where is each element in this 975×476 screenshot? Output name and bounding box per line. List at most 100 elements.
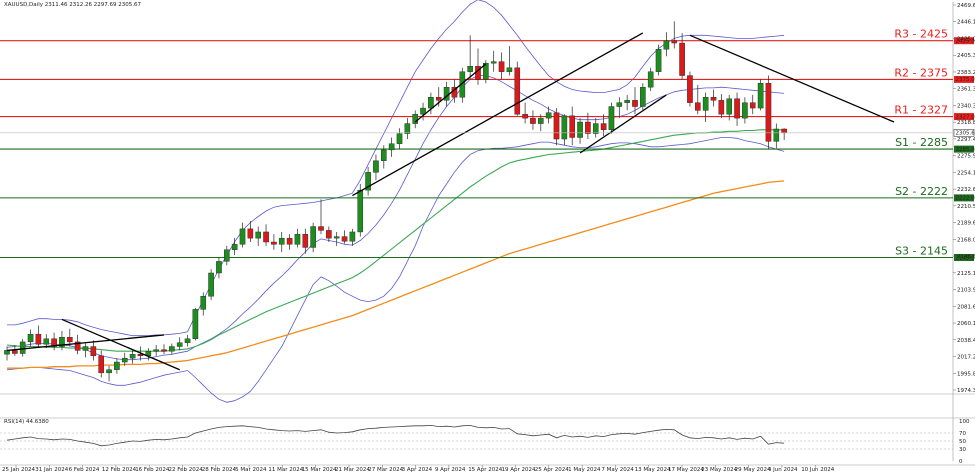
main-panel — [0, 2, 975, 466]
date-tick-label: 9 Apr 2024 — [435, 467, 466, 473]
candle-body — [435, 97, 442, 101]
trendline-1 — [61, 318, 180, 371]
level-axis-tag-0 — [954, 37, 974, 45]
price-tick-label: 2189.60 — [957, 221, 975, 227]
candle-body — [294, 234, 301, 245]
date-tick-label: 10 Jun 2024 — [801, 467, 835, 473]
candle-body — [121, 357, 128, 363]
date-tick-label: 25 Apr 2024 — [535, 467, 570, 473]
rsi-line — [6, 424, 785, 447]
candle-body — [624, 100, 630, 103]
date-tick-label: 3 Apr 2024 — [402, 467, 433, 473]
rsi-tick-label: 0 — [959, 459, 963, 465]
rsi-tick-label: 30 — [959, 447, 966, 453]
candle-body — [428, 97, 434, 109]
bollinger-bands — [6, 0, 785, 403]
candle-body — [59, 337, 65, 347]
candle-body — [404, 123, 411, 134]
candle-body — [553, 112, 560, 140]
candle-body — [514, 67, 521, 115]
candle-body — [263, 231, 269, 243]
price-tick-label: 2275.95 — [957, 154, 975, 160]
candle-body — [27, 333, 34, 343]
candle-body — [90, 346, 97, 357]
candle-body — [169, 346, 175, 352]
price-tick-label: 2254.15 — [957, 170, 975, 176]
rsi-tick-label: 50 — [959, 439, 966, 445]
level-axis-label-2: 2327.00 — [956, 114, 975, 120]
level-label-1: R2 - 2375 — [894, 66, 948, 79]
candle-body — [302, 234, 309, 248]
candle-body — [459, 71, 466, 98]
level-axis-tag-5 — [954, 254, 974, 262]
candle-body — [388, 143, 395, 151]
candle-body — [498, 61, 505, 72]
candle-body — [114, 361, 120, 370]
current-price-tag — [953, 129, 975, 137]
candle-body — [192, 309, 199, 340]
price-axis: 2425.00 2375.00 2327.00 2285.00 2222.00 2145.… — [0, 3, 975, 394]
candle-body — [106, 369, 112, 374]
date-tick-label: 15 Apr 2024 — [468, 467, 503, 473]
price-tick-label: 2425.00 — [957, 36, 975, 42]
bollinger-lower-line — [6, 137, 785, 403]
candle-body — [208, 272, 214, 297]
candle-body — [66, 337, 73, 343]
candle-body — [467, 66, 473, 72]
price-tick-label: 2446.10 — [957, 20, 975, 26]
date-tick-label: 7 May 2024 — [601, 467, 634, 473]
date-tick-label: 25 Jan 2024 — [2, 467, 35, 473]
price-tick-label: 2081.60 — [957, 304, 975, 310]
price-tick-label: 2017.25 — [957, 355, 975, 361]
rsi-tick-label: 70 — [959, 431, 966, 437]
date-tick-label: 28 Feb 2024 — [202, 467, 237, 473]
candle-body — [247, 228, 254, 239]
price-tick-label: 2210.55 — [957, 204, 975, 210]
candle-body — [718, 100, 725, 115]
date-tick-label: 17 May 2024 — [668, 467, 704, 473]
bollinger-middle-line — [6, 75, 785, 361]
trendline-3 — [414, 63, 487, 123]
price-tick-label: 2405.35 — [957, 53, 975, 59]
ma-200-line — [7, 180, 785, 369]
candle-body — [381, 149, 387, 161]
price-tick-label: 2060.15 — [957, 321, 975, 327]
price-tick-label: 2297.40 — [957, 137, 975, 143]
rsi-header: RSI(14) 44.6380 — [4, 419, 49, 425]
candle-body — [632, 100, 638, 107]
candle-body — [773, 128, 780, 142]
price-tick-label: 2340.35 — [957, 103, 975, 109]
candle-body — [522, 114, 528, 119]
price-tick-label: 2383.20 — [957, 70, 975, 76]
level-axis-label-5: 2145.00 — [956, 255, 975, 261]
candle-body — [757, 83, 764, 109]
candle-body — [74, 341, 81, 351]
candle-body — [231, 244, 238, 250]
candle-body — [561, 115, 568, 140]
date-tick-label: 13 May 2024 — [635, 467, 671, 473]
date-tick-label: 27 Mar 2024 — [368, 467, 403, 473]
date-tick-label: 16 Feb 2024 — [135, 467, 170, 473]
candle-body — [333, 236, 340, 239]
candle-body — [35, 333, 42, 345]
candle-body — [671, 40, 678, 44]
current-price-label: 2305.67 — [956, 131, 975, 137]
candle-body — [702, 97, 709, 111]
price-tick-label: 1995.80 — [957, 371, 975, 377]
candle-body — [569, 115, 575, 138]
candle-body — [726, 98, 732, 115]
candle-body — [98, 355, 104, 374]
price-tick-label: 2168.00 — [957, 237, 975, 243]
candle-body — [600, 123, 607, 130]
date-tick-label: 31 Jan 2024 — [35, 467, 68, 473]
candle-body — [490, 61, 497, 64]
candle-body — [608, 106, 615, 130]
candle-body — [592, 123, 599, 134]
date-tick-label: 19 Apr 2024 — [502, 467, 537, 473]
price-tick-label: 1974.35 — [957, 388, 975, 394]
candle-body — [239, 228, 246, 245]
candle-body — [585, 121, 591, 134]
candles — [4, 21, 787, 382]
candle-body — [326, 230, 332, 239]
candle-body — [781, 128, 787, 134]
